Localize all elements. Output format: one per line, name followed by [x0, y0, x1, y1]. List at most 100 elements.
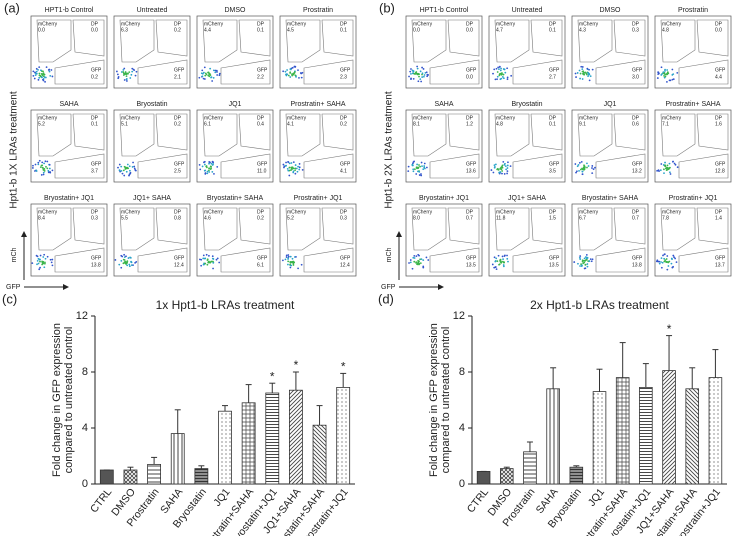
- event-dot: [421, 165, 423, 168]
- gate: [285, 113, 321, 157]
- gate-label: DP: [466, 115, 474, 121]
- event-dot: [672, 73, 675, 75]
- event-dot: [498, 74, 501, 77]
- gate-label: GFP: [340, 67, 351, 73]
- gate-value: 2.3: [340, 74, 347, 80]
- bar: [99, 469, 114, 485]
- event-dot: [664, 161, 666, 164]
- event-dot: [493, 166, 496, 168]
- event-dot: [47, 169, 50, 172]
- gate-value: 12.8: [715, 168, 725, 174]
- event-dot: [296, 170, 299, 173]
- event-dot: [205, 165, 208, 167]
- event-dot: [42, 78, 44, 81]
- gate-value: 4.4: [715, 74, 722, 80]
- event-dot: [32, 70, 35, 73]
- event-dot: [208, 171, 211, 173]
- event-dot: [499, 69, 502, 72]
- event-dot: [419, 78, 422, 81]
- y-tick-label: 0: [82, 478, 88, 490]
- event-dot: [291, 257, 294, 260]
- event-dot: [422, 265, 425, 268]
- gate: [696, 113, 729, 151]
- event-dot: [43, 262, 46, 265]
- event-dot: [117, 77, 120, 80]
- event-dot: [131, 67, 134, 70]
- event-dot: [419, 165, 421, 168]
- gate: [72, 113, 105, 151]
- gate-label: mCherry: [496, 21, 516, 27]
- event-dot: [134, 169, 137, 171]
- gate-value: 0.6: [632, 121, 639, 127]
- event-dot: [499, 259, 502, 261]
- event-dot: [594, 166, 596, 169]
- gate-label: GFP: [174, 255, 185, 261]
- panel-label: (b): [379, 0, 395, 15]
- event-dot: [580, 65, 583, 68]
- event-dot: [420, 258, 423, 260]
- y-tick-label: 12: [453, 310, 465, 322]
- event-dot: [507, 161, 509, 164]
- event-dot: [492, 171, 495, 174]
- event-dot: [671, 78, 674, 81]
- event-dot: [129, 169, 131, 172]
- event-dot: [497, 254, 500, 257]
- gate-value: 0.3: [91, 215, 98, 221]
- gate: [54, 247, 105, 273]
- event-dot: [32, 74, 35, 77]
- event-dot: [585, 73, 588, 76]
- event-dot: [201, 165, 204, 168]
- y-axis-label: Fold change in GFP expression: [51, 323, 63, 477]
- significance-mark: *: [341, 360, 346, 374]
- gate: [530, 19, 563, 57]
- gate: [137, 247, 188, 273]
- event-dot: [116, 73, 119, 76]
- event-dot: [46, 160, 49, 163]
- event-dot: [494, 163, 497, 166]
- event-dot: [502, 264, 505, 266]
- event-dot: [125, 170, 128, 173]
- gate-value: 6.7: [579, 215, 586, 221]
- event-dot: [294, 66, 297, 68]
- event-dot: [584, 264, 587, 266]
- event-dot: [671, 68, 674, 71]
- event-dot: [291, 74, 294, 77]
- event-dot: [426, 75, 429, 78]
- event-dot: [498, 263, 500, 266]
- event-dot: [51, 258, 54, 261]
- event-dot: [292, 262, 295, 265]
- event-dot: [37, 68, 39, 71]
- event-dot: [506, 257, 509, 260]
- gate-label: DP: [257, 115, 265, 121]
- gate: [660, 113, 696, 157]
- bar: [499, 468, 514, 485]
- event-dot: [588, 260, 591, 262]
- event-dot: [211, 255, 214, 258]
- event-dot: [209, 67, 212, 70]
- gate-value: 13.5: [466, 262, 476, 268]
- event-dot: [506, 167, 509, 169]
- event-dot: [128, 265, 131, 268]
- event-dot: [496, 78, 498, 81]
- bar: [569, 466, 584, 485]
- event-dot: [208, 169, 210, 172]
- plot-title: Bryostatin: [511, 101, 542, 108]
- gate-value: 2.1: [174, 74, 181, 80]
- event-dot: [44, 261, 46, 264]
- event-dot: [287, 258, 289, 260]
- event-dot: [667, 265, 670, 267]
- gate: [429, 59, 480, 85]
- gate-label: DP: [340, 115, 348, 121]
- event-dot: [412, 78, 415, 80]
- plot-title: Untreated: [137, 7, 168, 14]
- event-dot: [493, 68, 496, 71]
- gate-label: DP: [632, 209, 640, 215]
- event-dot: [415, 173, 418, 175]
- event-dot: [660, 261, 662, 263]
- event-dot: [506, 254, 508, 257]
- event-dot: [287, 160, 289, 163]
- event-dot: [425, 71, 428, 74]
- bar: [546, 388, 560, 485]
- event-dot: [663, 168, 665, 171]
- event-dot: [119, 170, 122, 173]
